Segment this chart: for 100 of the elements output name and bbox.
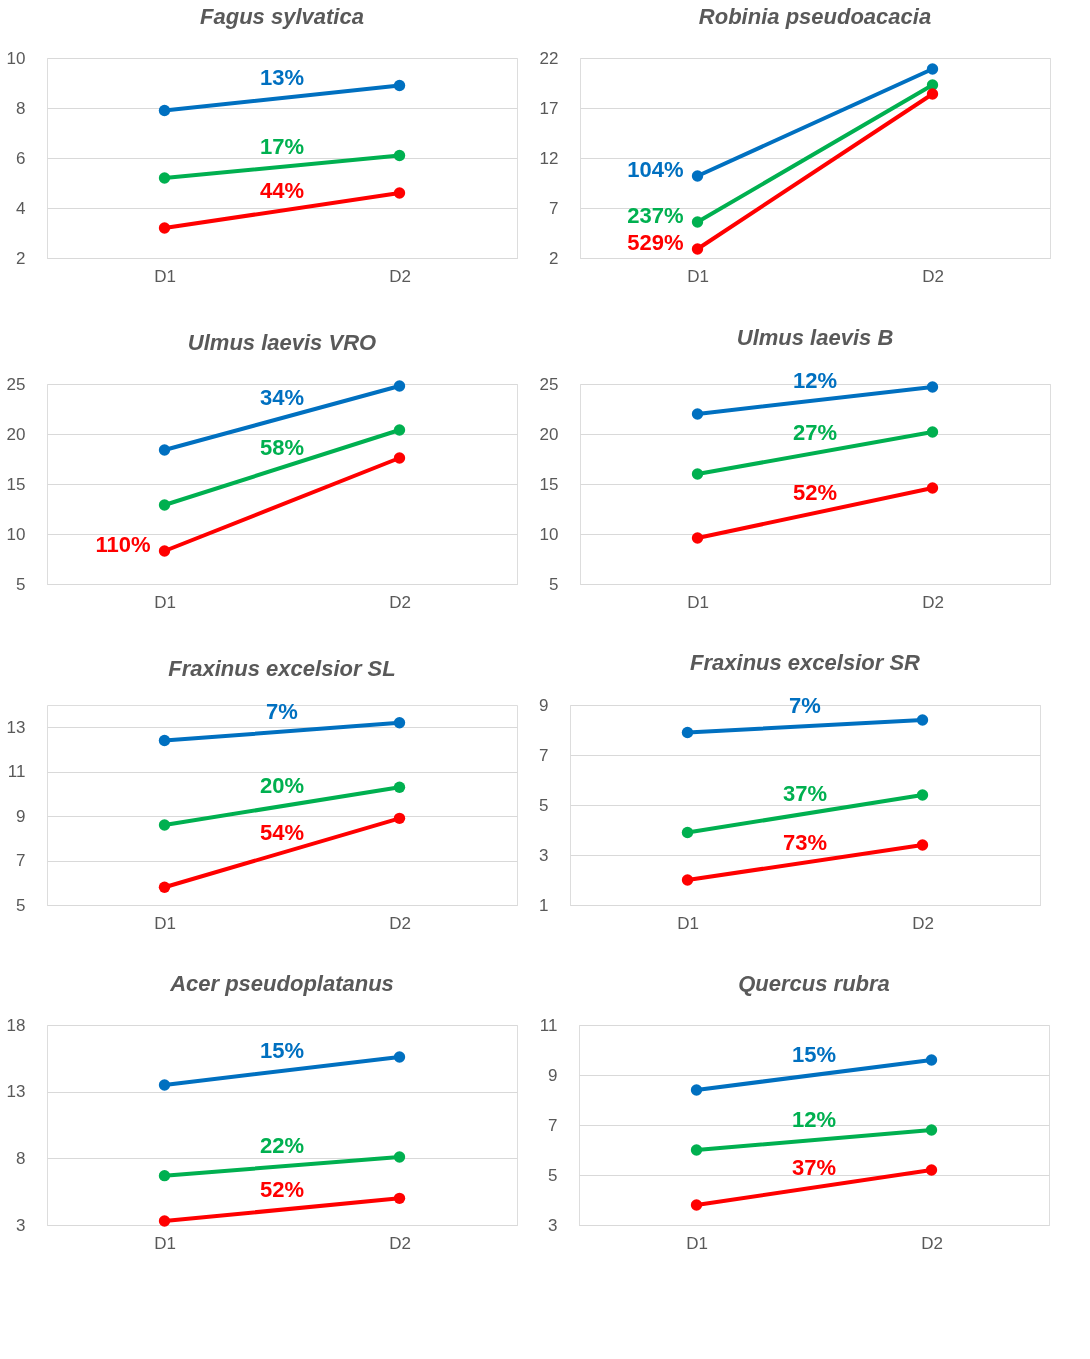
y-tick-label: 15 bbox=[6, 474, 26, 494]
x-tick-label: D1 bbox=[154, 913, 176, 933]
annotation: 15% bbox=[791, 1042, 837, 1067]
point bbox=[925, 1124, 938, 1136]
y-tick-label: 7 bbox=[539, 745, 549, 765]
x-tick-label: D1 bbox=[154, 592, 176, 612]
point bbox=[926, 88, 939, 100]
point bbox=[681, 826, 694, 839]
point bbox=[393, 79, 406, 92]
y-tick-label: 17 bbox=[539, 98, 559, 118]
chart-title: Robinia pseudoacacia bbox=[698, 4, 932, 29]
y-tick-label: 10 bbox=[6, 48, 26, 68]
y-tick-label: 3 bbox=[548, 1215, 558, 1235]
point bbox=[691, 243, 704, 255]
point bbox=[926, 381, 939, 393]
y-tick-label: 9 bbox=[539, 695, 549, 715]
point bbox=[393, 1151, 406, 1163]
x-tick-label: D2 bbox=[389, 913, 411, 933]
chart-title: Ulmus laevis B bbox=[736, 324, 894, 350]
point bbox=[393, 1051, 406, 1063]
x-tick-label: D2 bbox=[912, 913, 934, 933]
annotation: 58% bbox=[259, 434, 305, 460]
chart-title: Fraxinus excelsior SL bbox=[168, 655, 396, 681]
annotation: 27% bbox=[792, 420, 838, 445]
point bbox=[926, 482, 939, 494]
point bbox=[691, 170, 704, 182]
y-tick-label: 20 bbox=[539, 424, 559, 444]
point bbox=[691, 408, 704, 420]
y-tick-label: 5 bbox=[549, 574, 559, 594]
point bbox=[158, 104, 171, 117]
point bbox=[393, 380, 406, 392]
y-tick-label: 2 bbox=[549, 248, 559, 268]
annotation: 529% bbox=[627, 230, 684, 255]
y-tick-label: 7 bbox=[549, 198, 559, 218]
y-tick-label: 18 bbox=[6, 1015, 26, 1035]
y-tick-label: 25 bbox=[539, 374, 559, 394]
annotation: 54% bbox=[259, 819, 305, 845]
chart-title: Ulmus laevis VRO bbox=[187, 330, 377, 355]
point bbox=[925, 1164, 938, 1176]
point bbox=[926, 63, 939, 75]
point bbox=[158, 881, 171, 893]
annotation: 37% bbox=[782, 780, 828, 806]
point bbox=[158, 499, 171, 511]
y-tick-label: 22 bbox=[539, 48, 559, 68]
y-tick-label: 5 bbox=[16, 574, 26, 594]
y-tick-label: 7 bbox=[548, 1115, 558, 1135]
annotation: 37% bbox=[791, 1154, 837, 1180]
x-tick-label: D2 bbox=[389, 266, 411, 286]
y-tick-label: 11 bbox=[539, 1015, 558, 1035]
point bbox=[393, 717, 406, 729]
annotation: 73% bbox=[782, 829, 828, 855]
annotation: 13% bbox=[259, 65, 305, 90]
annotation: 52% bbox=[792, 480, 838, 505]
x-tick-label: D1 bbox=[687, 592, 709, 612]
y-tick-label: 4 bbox=[16, 198, 26, 218]
point bbox=[393, 781, 406, 793]
x-tick-label: D1 bbox=[677, 913, 699, 933]
y-tick-label: 15 bbox=[539, 474, 559, 494]
point bbox=[158, 819, 171, 831]
point bbox=[925, 1054, 938, 1066]
x-tick-label: D1 bbox=[687, 266, 709, 286]
point bbox=[690, 1084, 703, 1096]
chart-title: Fagus sylvatica bbox=[200, 4, 364, 29]
chart-title: Acer pseudoplatanus bbox=[169, 971, 394, 996]
point bbox=[158, 734, 171, 747]
annotation: 52% bbox=[259, 1176, 305, 1202]
y-tick-label: 13 bbox=[6, 1082, 26, 1102]
y-tick-label: 12 bbox=[539, 148, 559, 168]
point bbox=[158, 545, 171, 557]
point bbox=[681, 726, 694, 739]
y-tick-label: 3 bbox=[539, 845, 549, 865]
x-tick-label: D2 bbox=[389, 1233, 411, 1253]
y-tick-label: 10 bbox=[539, 524, 559, 544]
point bbox=[691, 532, 704, 544]
y-tick-label: 5 bbox=[16, 895, 26, 915]
x-tick-label: D2 bbox=[922, 266, 944, 286]
x-tick-label: D1 bbox=[154, 266, 176, 286]
point bbox=[393, 424, 406, 436]
point bbox=[158, 444, 171, 456]
x-tick-label: D2 bbox=[921, 1233, 943, 1253]
point bbox=[158, 1079, 171, 1091]
point bbox=[691, 468, 704, 480]
y-tick-label: 1 bbox=[539, 895, 549, 915]
point bbox=[691, 216, 704, 228]
point bbox=[916, 789, 929, 801]
point bbox=[393, 812, 406, 825]
y-tick-label: 8 bbox=[16, 1148, 26, 1168]
point bbox=[393, 149, 406, 162]
annotation: 34% bbox=[259, 385, 305, 410]
annotation: 12% bbox=[792, 367, 838, 393]
point bbox=[926, 426, 939, 438]
y-tick-label: 25 bbox=[6, 374, 26, 394]
annotation: 7% bbox=[789, 693, 821, 719]
annotation: 22% bbox=[259, 1133, 305, 1159]
y-tick-label: 20 bbox=[6, 424, 26, 444]
x-tick-label: D1 bbox=[154, 1233, 176, 1253]
annotation: 12% bbox=[791, 1107, 837, 1132]
y-tick-label: 5 bbox=[539, 795, 549, 815]
y-tick-label: 11 bbox=[7, 762, 26, 782]
y-tick-label: 13 bbox=[6, 717, 26, 737]
